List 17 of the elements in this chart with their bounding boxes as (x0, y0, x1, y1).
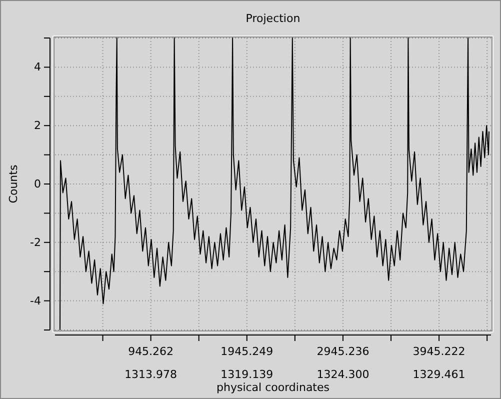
x-tick-label: 945.262 (128, 344, 174, 358)
chart-title: Projection (246, 12, 300, 25)
y-tick-label: 4 (34, 60, 41, 74)
x-tick-label: 3945.222 (412, 344, 466, 358)
line-series (59, 38, 490, 330)
y-tick-label: 0 (34, 178, 41, 191)
y-tick-label: -2 (30, 236, 41, 249)
y-axis-title: Counts (7, 164, 20, 204)
x-axis-title: physical coordinates (216, 381, 330, 394)
x2-tick-label: 1319.139 (220, 368, 274, 381)
x-tick-label: 1945.249 (220, 344, 274, 358)
x2-tick-label: 1324.300 (316, 368, 370, 381)
x-tick-label: 2945.236 (316, 344, 370, 358)
x2-tick-label: 1329.461 (412, 368, 466, 381)
y-tick-label: -4 (30, 294, 41, 308)
y-tick-label: 2 (34, 119, 41, 132)
x2-tick-label: 1313.978 (124, 368, 178, 381)
